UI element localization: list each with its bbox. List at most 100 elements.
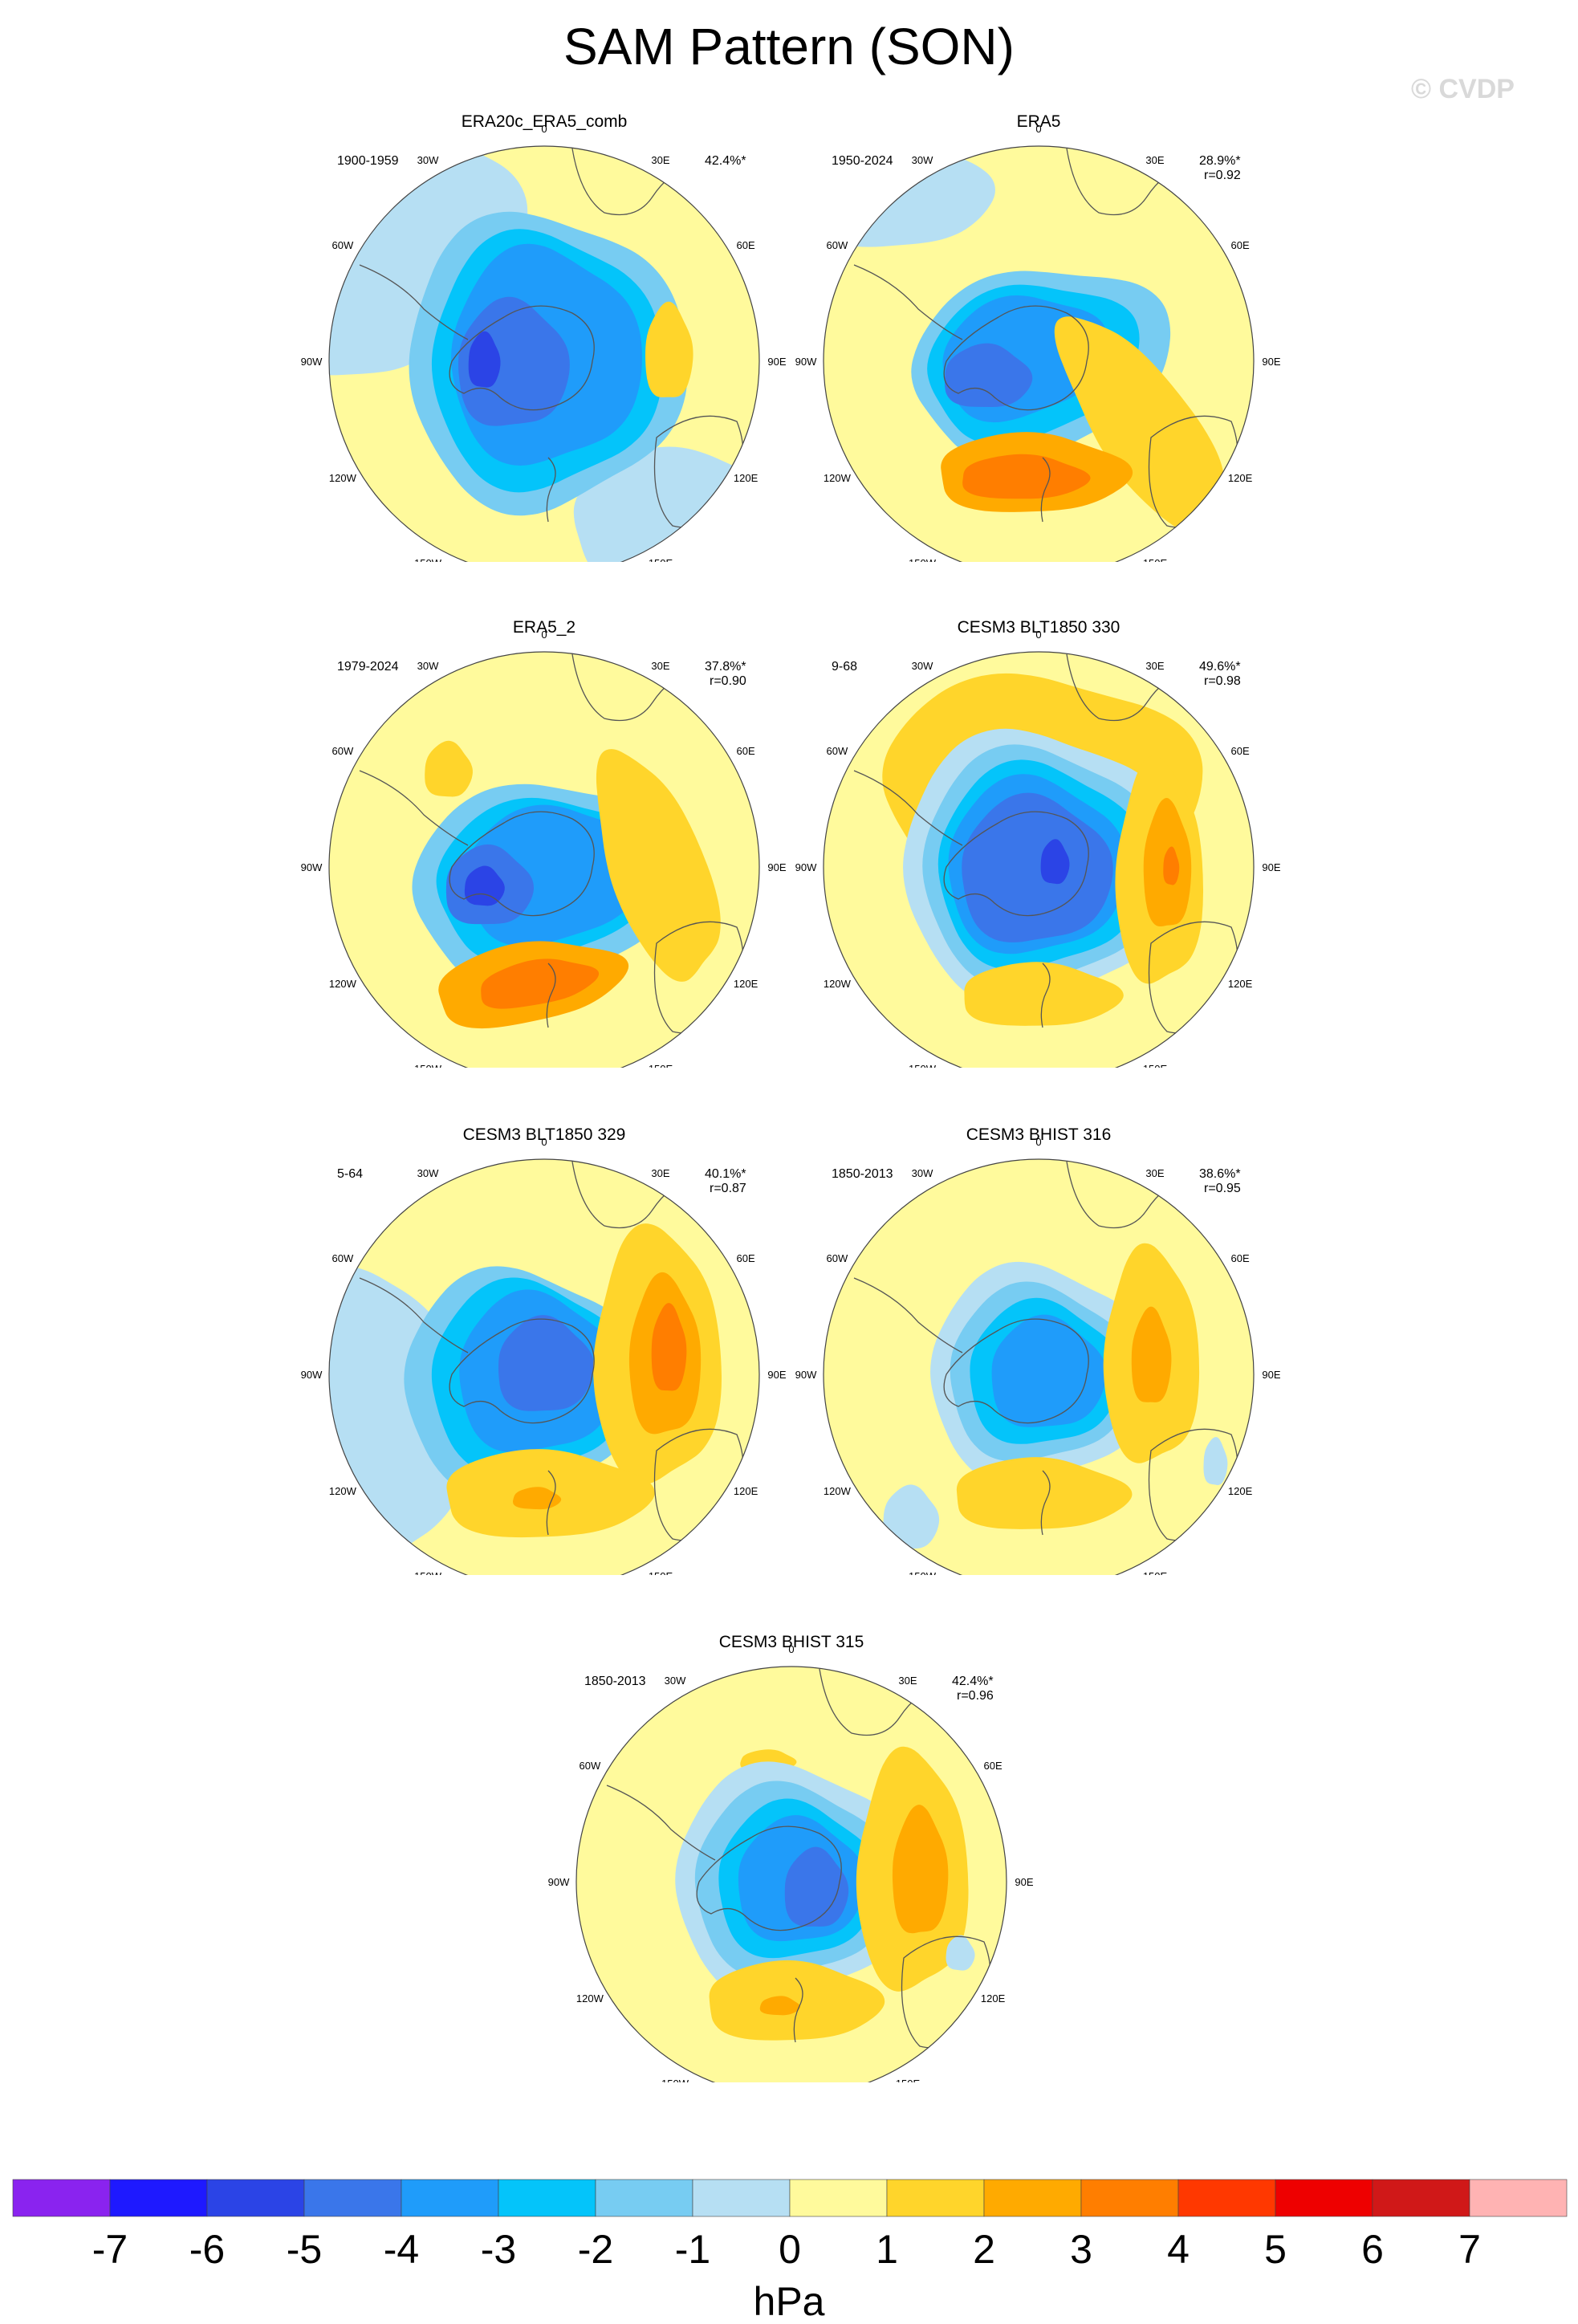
longitude-label: 0 — [1035, 123, 1041, 135]
map-panel: 030E60E90E120E150E180150W120W90W60W30WCE… — [543, 1633, 1040, 2082]
panel-years: 1900-1959 — [337, 154, 399, 168]
longitude-label: 60W — [827, 239, 848, 251]
polar-map: 030E60E90E120E150E180150W120W90W60W30W — [301, 123, 787, 562]
longitude-label: 150W — [414, 557, 442, 562]
longitude-label: 0 — [788, 1643, 794, 1655]
map-panel: 030E60E90E120E150E180150W120W90W60W30WER… — [790, 112, 1287, 562]
positive-anomaly-region — [1131, 1306, 1172, 1402]
longitude-label: 150E — [896, 2078, 921, 2082]
panel-title: ERA20c_ERA5_comb — [461, 112, 628, 131]
map-boundary — [823, 1158, 1255, 1575]
colorbar-tick-label: -3 — [481, 2227, 516, 2272]
positive-anomaly-region — [596, 749, 721, 982]
longitude-label: 30E — [651, 154, 669, 166]
explained-variance: 40.1%* — [705, 1167, 746, 1181]
longitude-label: 150E — [649, 1570, 673, 1575]
explained-variance: 42.4%* — [705, 154, 746, 168]
colorbar-swatch — [1080, 2179, 1179, 2217]
colorbar-swatch — [1372, 2179, 1470, 2217]
longitude-label: 150W — [414, 1063, 442, 1068]
longitude-label: 120W — [824, 1485, 852, 1497]
colorbar-swatch — [303, 2179, 402, 2217]
pattern-correlation: r=0.95 — [1204, 1182, 1241, 1195]
panel-title: ERA5_2 — [512, 618, 576, 637]
longitude-label: 120E — [734, 978, 758, 990]
longitude-label: 120W — [329, 978, 357, 990]
longitude-label: 150W — [661, 2078, 689, 2082]
panel-title: CESM3 BHIST 315 — [718, 1633, 864, 1651]
panel-years: 1850-2013 — [832, 1167, 893, 1181]
colorbar-tick-label: -6 — [189, 2227, 225, 2272]
longitude-label: 0 — [541, 1136, 547, 1148]
colorbar-swatch — [498, 2179, 596, 2217]
pattern-correlation: r=0.87 — [710, 1182, 746, 1195]
map-boundary — [823, 651, 1255, 1068]
longitude-label: 30E — [1145, 154, 1164, 166]
polar-map: 030E60E90E120E150E180150W120W90W60W30W — [548, 1643, 1034, 2082]
negative-anomaly-region — [498, 1315, 595, 1411]
colorbar-swatch — [692, 2179, 791, 2217]
positive-anomaly-region — [645, 301, 693, 397]
positive-anomaly-region — [1163, 846, 1180, 885]
longitude-label: 30W — [912, 1167, 933, 1179]
longitude-label: 120E — [734, 472, 758, 484]
positive-anomaly-region — [892, 1805, 949, 1934]
colorbar-tick-label: 3 — [1070, 2227, 1092, 2272]
longitude-label: 90E — [767, 356, 786, 368]
longitude-label: 120E — [1228, 472, 1253, 484]
polar-map: 030E60E90E120E150E180150W120W90W60W30W — [795, 629, 1281, 1068]
colorbar-swatch — [983, 2179, 1082, 2217]
panel-title: CESM3 BLT1850 330 — [957, 618, 1120, 637]
colorbar-tick-label: -5 — [287, 2227, 322, 2272]
explained-variance: 38.6%* — [1199, 1167, 1241, 1181]
colorbar-unit-label: hPa — [753, 2279, 825, 2324]
longitude-label: 90E — [767, 861, 786, 873]
map-panel: 030E60E90E120E150E180150W120W90W60W30WER… — [295, 112, 793, 562]
colorbar-swatch — [12, 2179, 111, 2217]
longitude-label: 150W — [909, 557, 937, 562]
explained-variance: 37.8%* — [705, 660, 746, 674]
longitude-label: 90W — [795, 356, 817, 368]
longitude-label: 120E — [734, 1485, 758, 1497]
longitude-label: 120W — [576, 1992, 604, 2005]
longitude-label: 150W — [909, 1570, 937, 1575]
longitude-label: 90W — [548, 1876, 570, 1888]
longitude-label: 30W — [912, 154, 933, 166]
panel-years: 1850-2013 — [584, 1675, 646, 1688]
map-panel: 030E60E90E120E150E180150W120W90W60W30WCE… — [790, 1125, 1287, 1575]
longitude-label: 120W — [824, 978, 852, 990]
longitude-label: 0 — [541, 123, 547, 135]
longitude-label: 90E — [1015, 1876, 1033, 1888]
longitude-label: 120W — [824, 472, 852, 484]
colorbar-tick-label: -7 — [92, 2227, 128, 2272]
longitude-label: 150E — [649, 1063, 673, 1068]
colorbar-swatch — [886, 2179, 985, 2217]
negative-anomaly-region — [944, 343, 1033, 408]
longitude-label: 150E — [649, 557, 673, 562]
cvdp-watermark: © CVDP — [1411, 74, 1515, 104]
negative-anomaly-region — [784, 1846, 849, 1927]
panel-years: 1950-2024 — [832, 154, 893, 168]
longitude-label: 30W — [417, 154, 439, 166]
negative-anomaly-region — [464, 865, 505, 906]
longitude-label: 30W — [912, 660, 933, 672]
colorbar-tick-label: -2 — [578, 2227, 613, 2272]
longitude-label: 90E — [1262, 1369, 1280, 1381]
longitude-label: 150W — [414, 1570, 442, 1575]
positive-anomaly-region — [759, 1996, 800, 2016]
pattern-correlation: r=0.92 — [1204, 169, 1241, 182]
polar-map: 030E60E90E120E150E180150W120W90W60W30W — [795, 1136, 1281, 1575]
colorbar-tick-label: 4 — [1167, 2227, 1190, 2272]
colorbar-swatch — [1469, 2179, 1568, 2217]
colorbar-tick-label: 7 — [1458, 2227, 1481, 2272]
negative-anomaly-region — [1203, 1437, 1228, 1486]
longitude-label: 30W — [417, 1167, 439, 1179]
panel-title: CESM3 BHIST 316 — [966, 1125, 1112, 1144]
colorbar-swatch — [1177, 2179, 1276, 2217]
positive-anomaly-region — [1054, 316, 1225, 537]
negative-anomaly-region — [458, 296, 570, 426]
longitude-label: 0 — [541, 629, 547, 641]
longitude-label: 150W — [909, 1063, 937, 1068]
longitude-label: 0 — [1035, 629, 1041, 641]
positive-anomaly-region — [709, 1960, 885, 2041]
